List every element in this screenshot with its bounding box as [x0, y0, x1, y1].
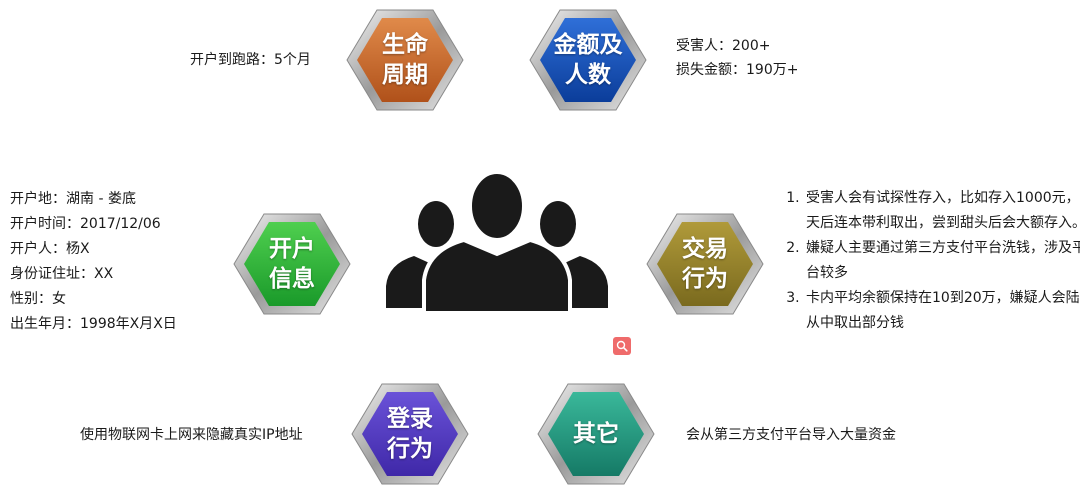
- login-info: 使用物联网卡上网来隐藏真实IP地址: [80, 427, 303, 443]
- transaction-hexagon: [646, 213, 764, 315]
- transaction-node: 交易 行为: [645, 212, 765, 316]
- transaction-label: 交易 行为: [682, 236, 728, 292]
- id-address: 身份证住址：XX: [10, 266, 114, 282]
- account-hexagon: [233, 213, 351, 315]
- login-node: 登录 行为: [350, 382, 470, 486]
- loss-amount: 损失金额：190万+: [676, 62, 799, 78]
- amount-node: 金额及 人数: [528, 8, 648, 112]
- account-label: 开户 信息: [269, 236, 315, 292]
- victims-count: 受害人：200+: [676, 38, 771, 54]
- amount-hexagon: [529, 9, 647, 111]
- account-date: 开户时间：2017/12/06: [10, 216, 161, 232]
- login-hexagon: [351, 383, 469, 485]
- list-item: 受害人会有试探性存入，比如存入1000元，3天后连本带利取出，尝到甜头后会大额存…: [804, 186, 1080, 236]
- login-label: 登录 行为: [387, 406, 433, 462]
- transaction-behavior-list: 受害人会有试探性存入，比如存入1000元，3天后连本带利取出，尝到甜头后会大额存…: [780, 186, 1080, 336]
- lifecycle-label: 生命 周期: [382, 32, 428, 88]
- other-info: 会从第三方支付平台导入大量资金: [686, 427, 896, 443]
- account-location: 开户地：湖南 - 娄底: [10, 191, 136, 207]
- account-holder: 开户人：杨X: [10, 241, 90, 257]
- search-icon: [616, 340, 628, 352]
- lifecycle-info: 开户到跑路：5个月: [190, 52, 311, 68]
- lifecycle-node: 生命 周期: [345, 8, 465, 112]
- other-label: 其它: [573, 421, 619, 447]
- other-node: 其它: [536, 382, 656, 486]
- birth-date: 出生年月：1998年X月X日: [10, 316, 177, 332]
- gender: 性别：女: [10, 291, 66, 307]
- search-button[interactable]: [613, 337, 631, 355]
- people-group-icon: [386, 170, 608, 313]
- list-item: 嫌疑人主要通过第三方支付平台洗钱，涉及平台较多: [804, 236, 1080, 286]
- account-node: 开户 信息: [232, 212, 352, 316]
- amount-label: 金额及 人数: [553, 32, 623, 88]
- lifecycle-hexagon: [346, 9, 464, 111]
- list-item: 卡内平均余额保持在10到20万，嫌疑人会陆续从中取出部分钱: [804, 286, 1080, 336]
- other-hexagon: [537, 383, 655, 485]
